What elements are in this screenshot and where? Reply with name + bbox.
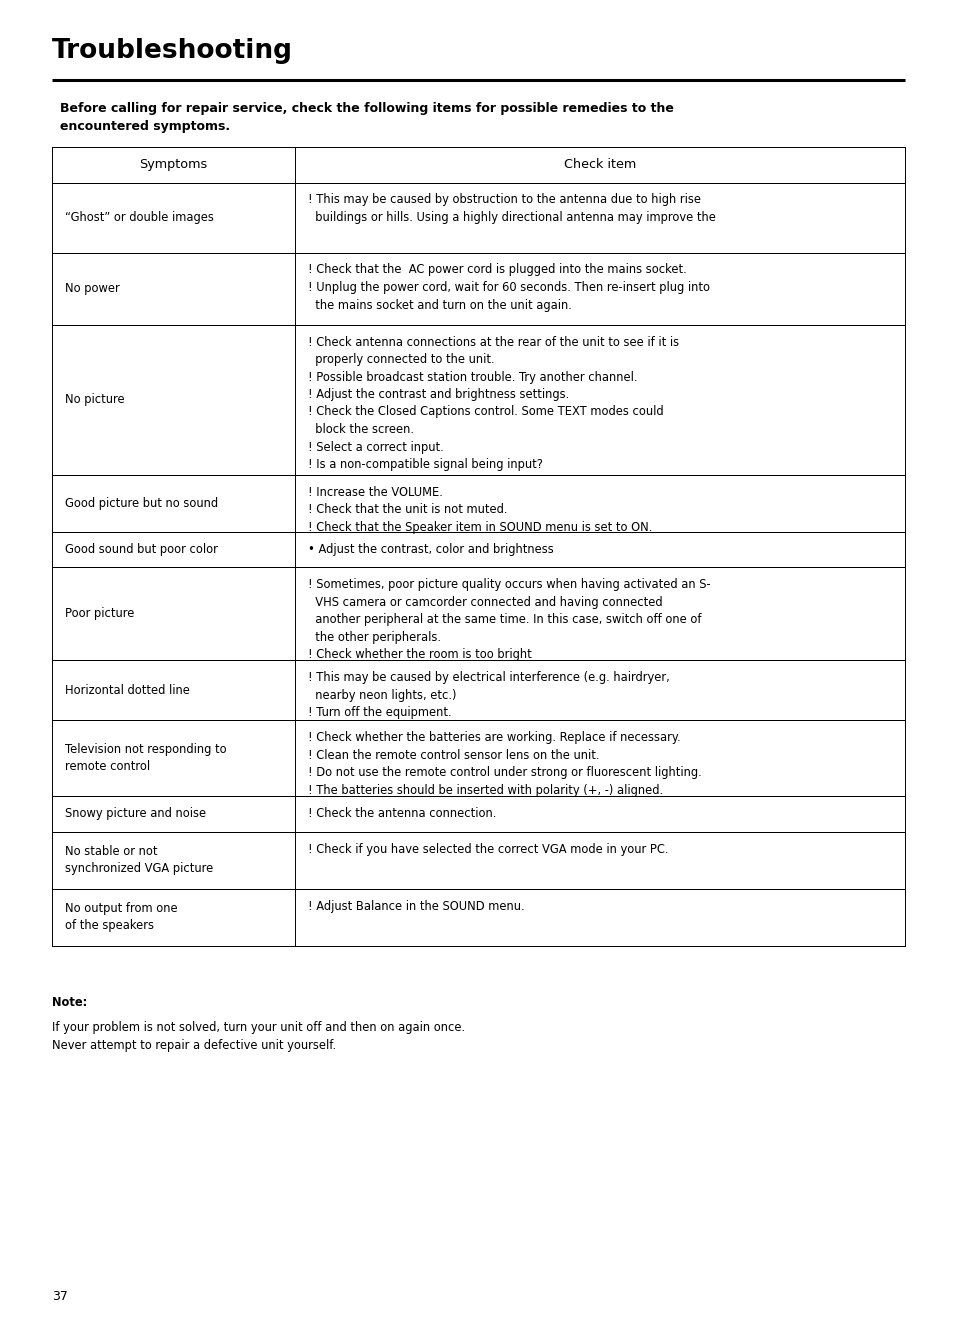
Text: “Ghost” or double images: “Ghost” or double images <box>65 211 213 224</box>
Text: 37: 37 <box>52 1290 68 1302</box>
Text: ! Check antenna connections at the rear of the unit to see if it is
  properly c: ! Check antenna connections at the rear … <box>308 336 679 471</box>
Text: Snowy picture and noise: Snowy picture and noise <box>65 808 206 820</box>
Text: ! This may be caused by obstruction to the antenna due to high rise
  buildings : ! This may be caused by obstruction to t… <box>308 193 716 224</box>
Text: ! Increase the VOLUME.
! Check that the unit is not muted.
! Check that the Spea: ! Increase the VOLUME. ! Check that the … <box>308 485 652 533</box>
Text: No stable or not
synchronized VGA picture: No stable or not synchronized VGA pictur… <box>65 845 213 876</box>
Text: No picture: No picture <box>65 393 125 407</box>
Text: Good sound but poor color: Good sound but poor color <box>65 543 217 556</box>
Text: ! This may be caused by electrical interference (e.g. hairdryer,
  nearby neon l: ! This may be caused by electrical inter… <box>308 670 669 718</box>
Text: Television not responding to
remote control: Television not responding to remote cont… <box>65 742 227 773</box>
Text: Check item: Check item <box>563 159 636 171</box>
Text: Before calling for repair service, check the following items for possible remedi: Before calling for repair service, check… <box>60 103 673 133</box>
Text: If your problem is not solved, turn your unit off and then on again once.
Never : If your problem is not solved, turn your… <box>52 1021 465 1052</box>
Text: No power: No power <box>65 283 120 295</box>
Text: ! Adjust Balance in the SOUND menu.: ! Adjust Balance in the SOUND menu. <box>308 900 524 913</box>
Text: ! Sometimes, poor picture quality occurs when having activated an S-
  VHS camer: ! Sometimes, poor picture quality occurs… <box>308 579 710 661</box>
Text: ! Check whether the batteries are working. Replace if necessary.
! Clean the rem: ! Check whether the batteries are workin… <box>308 730 701 797</box>
Text: No output from one
of the speakers: No output from one of the speakers <box>65 901 177 932</box>
Text: Good picture but no sound: Good picture but no sound <box>65 496 218 509</box>
Text: Note:: Note: <box>52 996 87 1009</box>
Text: Symptoms: Symptoms <box>139 159 208 171</box>
Text: Poor picture: Poor picture <box>65 607 134 620</box>
Text: ! Check if you have selected the correct VGA mode in your PC.: ! Check if you have selected the correct… <box>308 842 668 856</box>
Text: ! Check the antenna connection.: ! Check the antenna connection. <box>308 806 496 820</box>
Text: Troubleshooting: Troubleshooting <box>52 39 293 64</box>
Text: • Adjust the contrast, color and brightness: • Adjust the contrast, color and brightn… <box>308 543 554 556</box>
Text: ! Check that the  AC power cord is plugged into the mains socket.
! Unplug the p: ! Check that the AC power cord is plugge… <box>308 264 709 312</box>
Text: Horizontal dotted line: Horizontal dotted line <box>65 684 190 697</box>
